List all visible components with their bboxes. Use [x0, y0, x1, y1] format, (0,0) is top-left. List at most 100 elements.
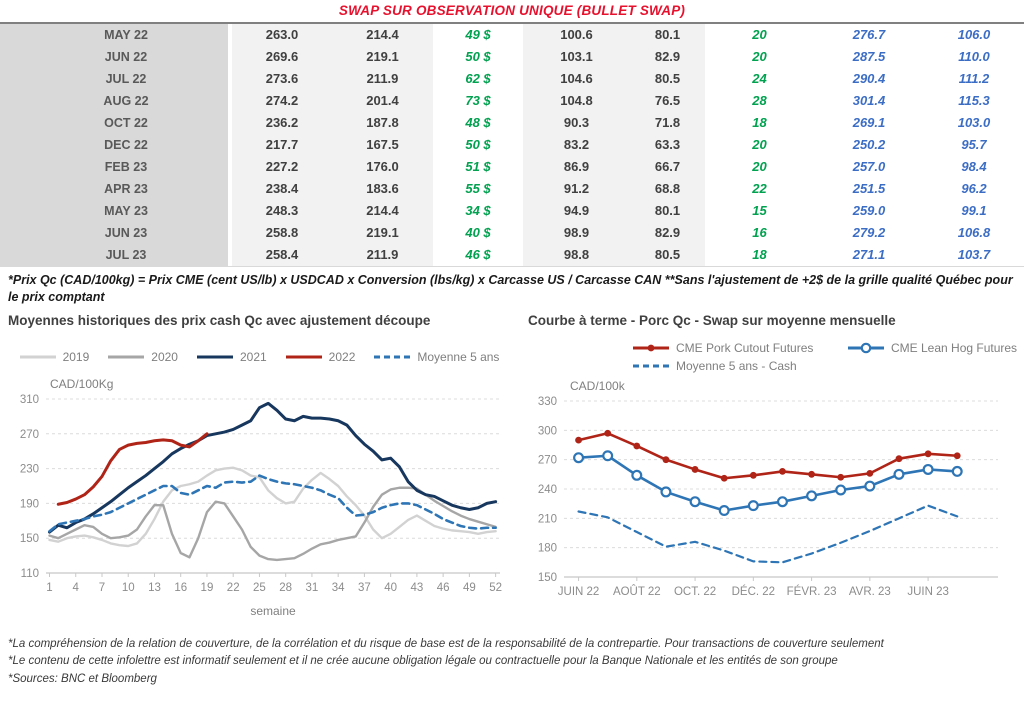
marker-dot-cme-pork-cutout-futures	[953, 452, 961, 460]
series-line-2019	[48, 466, 497, 548]
y-tick-label: 180	[538, 543, 557, 555]
historical-price-chart: Moyennes historiques des prix cash Qc av…	[8, 313, 510, 620]
legend-item-moyenne-5-ans: Moyenne 5 ans	[373, 350, 499, 364]
table-cell: 258.4	[232, 244, 332, 266]
x-tick-label: 31	[306, 582, 319, 594]
table-cell: 104.6	[523, 68, 630, 90]
marker-dot-cme-pork-cutout-futures	[866, 469, 874, 477]
table-cell-month: MAY 22	[0, 24, 232, 46]
marker-dot-cme-pork-cutout-futures	[662, 456, 670, 464]
y-tick-label: 330	[538, 396, 557, 408]
legend-swatch-2020-icon	[108, 355, 145, 359]
table-cell: 250.2	[852, 137, 886, 152]
table-row: OCT 22 236.2 187.8 48 $ 90.3 71.8 18 269.1 103.0	[0, 112, 1024, 134]
y-tick-label: 270	[20, 429, 39, 441]
table-cell: 106.0	[957, 27, 991, 42]
marker-circle-cme-lean-hog-futures	[747, 500, 759, 512]
x-tick-label: 46	[437, 582, 450, 594]
x-tick-label: AOÛT 22	[613, 585, 661, 598]
x-tick-label: 7	[99, 582, 105, 594]
table-cell: 301.4	[852, 93, 886, 108]
table-cell: 269.6	[232, 46, 332, 68]
table-cell: 251.5	[852, 181, 886, 196]
table-cell: 68.8	[630, 178, 705, 200]
table-cell: 99.1	[961, 203, 987, 218]
table-cell-month: JUN 22	[0, 46, 232, 68]
legend-item-2022: 2022	[285, 350, 356, 364]
table-cell: 100.6	[523, 24, 630, 46]
marker-dot-cme-pork-cutout-futures	[895, 455, 903, 463]
marker-dot-cme-pork-cutout-futures	[808, 470, 815, 478]
marker-dot-cme-pork-cutout-futures	[720, 474, 728, 482]
table-cell: 18	[752, 247, 767, 262]
y-tick-label: 150	[538, 572, 557, 584]
table-cell: 20	[752, 49, 767, 64]
table-cell: 80.5	[630, 244, 705, 266]
table-cell: 16	[752, 225, 767, 240]
series-line-2021	[47, 401, 498, 534]
table-cell-month: APR 23	[0, 178, 232, 200]
series-line-cme-lean-hog-futures	[577, 454, 959, 512]
table-cell: 214.4	[332, 200, 433, 222]
table-cell: 276.7	[852, 27, 886, 42]
marker-circle-cme-lean-hog-futures	[689, 496, 701, 508]
marker-circle-cme-lean-hog-futures	[631, 469, 643, 481]
table-cell: 82.9	[630, 222, 705, 244]
table-cell: 279.2	[852, 225, 886, 240]
table-cell: 20	[752, 27, 767, 42]
series-line-moyenne-5-ans-cash	[577, 504, 959, 564]
x-tick-label: 25	[253, 582, 266, 594]
historical-chart-title: Moyennes historiques des prix cash Qc av…	[8, 313, 431, 328]
table-cell: 217.7	[232, 134, 332, 156]
legend-item-cme-lean-hog-futures: CME Lean Hog Futures	[847, 341, 1024, 355]
table-cell: 86.9	[523, 156, 630, 178]
table-cell-month: FEB 23	[0, 156, 232, 178]
x-tick-label: 19	[201, 582, 214, 594]
table-cell: 62 $	[465, 71, 491, 86]
series-line-2022	[56, 432, 209, 506]
y-tick-label: 110	[21, 568, 39, 580]
x-tick-label: 1	[46, 582, 52, 594]
table-row: APR 23 238.4 183.6 55 $ 91.2 68.8 22 251.5 96.2	[0, 178, 1024, 200]
table-cell: 211.9	[332, 244, 433, 266]
marker-circle-cme-lean-hog-futures	[602, 450, 614, 462]
marker-circle-cme-lean-hog-futures	[835, 484, 847, 496]
table-cell-month: AUG 22	[0, 90, 232, 112]
y-tick-label: 240	[538, 484, 557, 496]
table-row: DEC 22 217.7 167.5 50 $ 83.2 63.3 20 250.2 95.7	[0, 134, 1024, 156]
marker-dot-cme-pork-cutout-futures	[633, 442, 641, 450]
table-cell: 24	[752, 71, 767, 86]
legend-swatch-moyenne-5-ans-cash-icon	[633, 364, 669, 368]
table-cell: 95.7	[961, 137, 987, 152]
legend-swatch-2022-icon	[285, 355, 322, 359]
table-cell: 263.0	[232, 24, 332, 46]
table-cell: 40 $	[465, 225, 491, 240]
table-cell: 15	[752, 203, 767, 218]
table-cell: 269.1	[852, 115, 886, 130]
table-cell: 80.1	[630, 200, 705, 222]
table-cell: 201.4	[332, 90, 433, 112]
legend-label: 2022	[328, 350, 356, 364]
x-tick-label: 49	[463, 582, 476, 594]
footer-line-3: *Sources: BNC et Bloomberg	[8, 672, 157, 685]
table-cell: 110.0	[958, 49, 990, 64]
table-cell: 257.0	[852, 159, 886, 174]
table-cell: 290.4	[852, 71, 886, 86]
legend-swatch-2019-icon	[19, 355, 56, 359]
series-line-cme-pork-cutout-futures	[577, 431, 959, 480]
table-cell-month: OCT 22	[0, 112, 232, 134]
marker-circle-cme-lean-hog-futures	[660, 486, 672, 498]
y-tick-label: 190	[20, 498, 39, 510]
swap-table: MAY 22 263.0 214.4 49 $100.6 80.1 20 276.7 106.…	[0, 22, 1024, 267]
table-cell: 66.7	[630, 156, 705, 178]
legend-item-moyenne-5-ans-cash: Moyenne 5 ans - Cash	[632, 359, 847, 373]
table-cell: 271.1	[852, 247, 886, 262]
legend-marker-dot	[647, 344, 655, 352]
table-cell: 106.8	[957, 225, 991, 240]
y-tick-label: 210	[538, 513, 557, 525]
legend-item-cme-pork-cutout-futures: CME Pork Cutout Futures	[632, 341, 847, 355]
table-cell: 76.5	[630, 90, 705, 112]
table-cell: 238.4	[232, 178, 332, 200]
marker-circle-cme-lean-hog-futures	[951, 465, 963, 477]
table-cell: 91.2	[523, 178, 630, 200]
